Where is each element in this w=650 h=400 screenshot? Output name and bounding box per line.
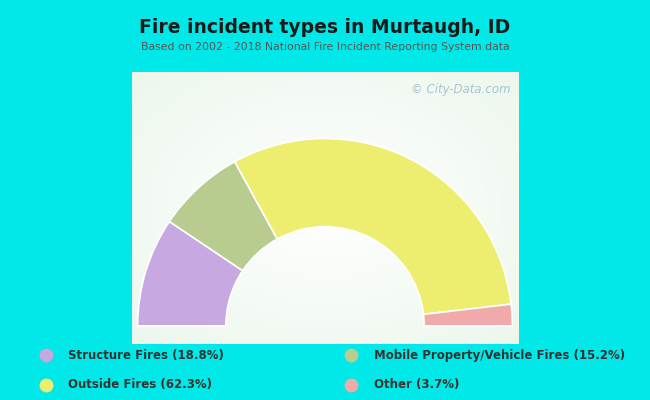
Wedge shape (170, 162, 278, 271)
Wedge shape (138, 222, 242, 326)
Text: Structure Fires (18.8%): Structure Fires (18.8%) (68, 349, 224, 362)
Text: Based on 2002 - 2018 National Fire Incident Reporting System data: Based on 2002 - 2018 National Fire Incid… (140, 42, 510, 52)
Text: Outside Fires (62.3%): Outside Fires (62.3%) (68, 378, 213, 391)
Text: © City-Data.com: © City-Data.com (411, 83, 511, 96)
Text: Mobile Property/Vehicle Fires (15.2%): Mobile Property/Vehicle Fires (15.2%) (374, 349, 625, 362)
Text: Fire incident types in Murtaugh, ID: Fire incident types in Murtaugh, ID (139, 18, 511, 37)
Text: Other (3.7%): Other (3.7%) (374, 378, 459, 391)
Wedge shape (423, 304, 512, 326)
Wedge shape (235, 138, 511, 314)
